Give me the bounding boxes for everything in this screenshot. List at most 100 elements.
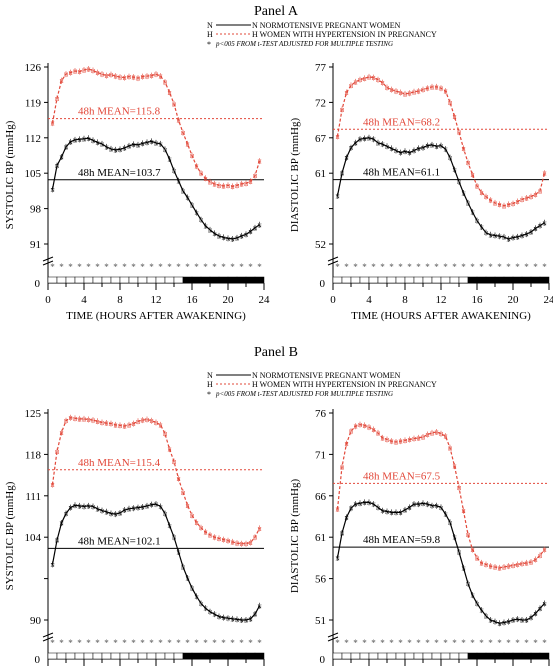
data-point: H	[127, 423, 132, 429]
data-point: N	[230, 617, 235, 623]
data-point: H	[484, 195, 489, 201]
data-point: H	[113, 423, 118, 429]
data-point: H	[131, 76, 136, 82]
data-point: H	[253, 536, 258, 542]
data-point: N	[389, 147, 394, 153]
significance-star: *	[140, 638, 145, 648]
night-band-segment	[236, 652, 247, 660]
day-band-segment	[359, 652, 370, 660]
day-band-segment	[119, 276, 130, 284]
data-point: N	[520, 619, 525, 625]
data-point: N	[244, 233, 249, 239]
axis-break	[327, 256, 339, 266]
data-point: H	[109, 422, 114, 428]
day-band-segment	[404, 652, 415, 660]
data-point: N	[91, 505, 96, 511]
y-tick-label: 72	[315, 97, 326, 109]
data-point: N	[475, 219, 480, 225]
data-point: N	[353, 141, 358, 147]
night-band-segment	[209, 652, 220, 660]
y-tick-label: 76	[315, 408, 327, 420]
night-band-segment	[485, 652, 496, 660]
data-point: H	[100, 421, 105, 427]
data-point: H	[194, 521, 199, 527]
data-point: N	[403, 150, 408, 156]
significance-star: *	[176, 262, 181, 272]
significance-star: *	[443, 262, 448, 272]
significance-star: *	[515, 262, 520, 272]
data-point: N	[122, 146, 127, 152]
data-point: H	[479, 191, 484, 197]
day-band-segment	[110, 652, 121, 660]
data-point: N	[529, 616, 534, 622]
x-axis-label: TIME (HOURS AFTER AWAKENING)	[351, 310, 531, 322]
x-tick-label: 8	[402, 294, 408, 306]
data-point: H	[149, 74, 154, 80]
data-point: H	[389, 88, 394, 94]
day-band-segment	[110, 276, 121, 284]
significance-star: *	[86, 262, 91, 272]
data-point: N	[172, 536, 177, 542]
data-point: N	[457, 180, 462, 186]
panel-b-legend: N N NORMOTENSIVE PREGNANT WOMEN H H WOME…	[207, 371, 437, 399]
data-point: N	[380, 509, 385, 515]
data-point: N	[253, 613, 258, 619]
data-point: H	[398, 91, 403, 97]
data-point: H	[55, 450, 60, 456]
night-band-segment	[530, 276, 541, 284]
data-point: H	[461, 147, 466, 153]
data-point: N	[443, 513, 448, 519]
data-point: N	[502, 235, 507, 241]
data-point: N	[172, 169, 177, 175]
y-tick-label: 104	[25, 532, 42, 544]
significance-star: *	[479, 262, 484, 272]
data-point: H	[167, 448, 172, 454]
data-point: H	[140, 419, 145, 425]
night-band-segment	[182, 652, 193, 660]
day-band-segment	[173, 276, 184, 284]
data-point: N	[158, 142, 163, 148]
night-band-segment	[254, 276, 265, 284]
data-point: N	[421, 146, 426, 152]
data-point: H	[457, 131, 462, 137]
day-band-segment	[83, 276, 94, 284]
night-band-segment	[539, 276, 550, 284]
significance-star: *	[398, 262, 403, 272]
data-point: H	[448, 101, 453, 107]
data-point: N	[524, 619, 529, 625]
x-tick-label: 24	[259, 294, 271, 306]
night-band-segment	[227, 276, 238, 284]
data-point: H	[136, 420, 141, 426]
data-point: N	[479, 226, 484, 232]
data-point: H	[230, 185, 235, 191]
significance-star: *	[416, 638, 421, 648]
data-point: H	[154, 421, 159, 427]
day-band-segment	[341, 652, 352, 660]
data-point: H	[73, 70, 78, 76]
day-band-segment	[350, 276, 361, 284]
data-point: H	[185, 504, 190, 510]
data-point: H	[86, 418, 91, 424]
day-band-segment	[74, 276, 85, 284]
data-point: H	[466, 161, 471, 167]
day-band-segment	[431, 652, 442, 660]
day-band-segment	[386, 276, 397, 284]
series-line	[336, 137, 545, 240]
significance-star: *	[335, 638, 340, 648]
day-band-segment	[47, 652, 58, 660]
legend-marker-hypertension: H	[207, 380, 213, 389]
day-band-segment	[56, 652, 67, 660]
y-tick-label: 71	[315, 449, 326, 461]
data-point: H	[457, 486, 462, 492]
axis-break	[327, 632, 339, 642]
data-point: N	[118, 511, 123, 517]
significance-star: *	[344, 262, 349, 272]
day-band-segment	[395, 276, 406, 284]
significance-star: *	[389, 262, 394, 272]
mean-label: 48h MEAN=59.8	[363, 534, 441, 546]
data-point: N	[244, 619, 249, 625]
data-point: N	[86, 504, 91, 510]
data-point: N	[176, 550, 181, 556]
data-point: N	[131, 507, 136, 513]
